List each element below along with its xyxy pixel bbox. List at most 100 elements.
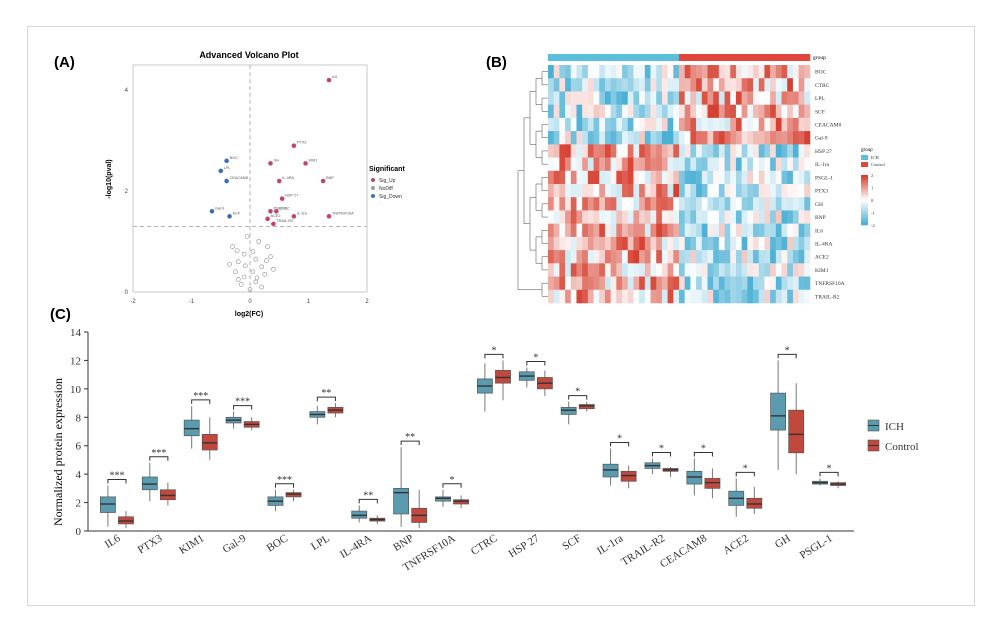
- heatmap-cell: [696, 91, 703, 105]
- heatmap-cell: [804, 236, 811, 251]
- heatmap-cell: [690, 131, 697, 145]
- heatmap-cell: [724, 236, 731, 251]
- heatmap-cell: [622, 117, 629, 132]
- heatmap-cell: [650, 65, 657, 79]
- heatmap-cell: [599, 210, 606, 224]
- heatmap-cell: [587, 289, 594, 304]
- heatmap-cell: [633, 236, 640, 251]
- heatmap-cell: [644, 276, 651, 291]
- heatmap-cell: [650, 78, 657, 92]
- heatmap-cell: [690, 223, 697, 238]
- heatmap-cell: [559, 210, 566, 224]
- heatmap-cell: [644, 223, 651, 238]
- heatmap-cell: [792, 236, 799, 251]
- heatmap-cell: [616, 157, 623, 172]
- heatmap-cell: [661, 250, 668, 264]
- heatmap-cell: [644, 91, 651, 105]
- heatmap-cell: [639, 276, 646, 291]
- heatmap-cell: [593, 144, 600, 158]
- heatmap-cell: [587, 236, 594, 251]
- heatmap-cell: [690, 276, 697, 291]
- heatmap-cell: [553, 104, 560, 119]
- volcano-point-nodiff: [241, 274, 247, 280]
- volcano-point-nodiff: [250, 269, 256, 275]
- volcano-point-up: [268, 161, 273, 166]
- heatmap-cell: [627, 157, 634, 172]
- significance-bracket: [484, 353, 504, 359]
- heatmap-cell: [775, 263, 782, 277]
- heatmap-cell: [570, 117, 577, 132]
- heatmap-cell: [775, 210, 782, 224]
- heatmap-cell: [747, 144, 754, 158]
- heatmap-cell: [753, 131, 760, 145]
- box-x-tick-label: SCF: [560, 532, 583, 553]
- heatmap-cell: [758, 65, 765, 79]
- heatmap-group-cell: [747, 54, 754, 61]
- heatmap-cell: [673, 184, 680, 198]
- heatmap-cell: [718, 170, 725, 185]
- heatmap-row-label: GH: [815, 202, 823, 208]
- heatmap-cell: [587, 91, 594, 105]
- heatmap-cell: [565, 263, 572, 277]
- heatmap-cell: [593, 78, 600, 92]
- heatmap-cell: [684, 276, 691, 291]
- heatmap-cell: [559, 78, 566, 92]
- heatmap-cell: [548, 131, 554, 145]
- heatmap-cell: [735, 65, 742, 79]
- heatmap-scale-cell: [861, 200, 868, 203]
- heatmap-cell: [559, 131, 566, 145]
- heatmap-cell: [696, 78, 703, 92]
- volcano-point-nodiff: [259, 284, 264, 290]
- heatmap-cell: [576, 104, 583, 119]
- heatmap-cell: [718, 236, 725, 251]
- heatmap-cell: [747, 250, 754, 264]
- heatmap-cell: [684, 250, 691, 264]
- heatmap-cell: [570, 65, 577, 79]
- heatmap-cell: [639, 250, 646, 264]
- heatmap-cell: [604, 91, 611, 105]
- heatmap-cell: [713, 210, 720, 224]
- heatmap-cell: [804, 117, 811, 132]
- heatmap-cell: [758, 263, 765, 277]
- heatmap-cell: [747, 170, 754, 185]
- heatmap-cell: [661, 104, 668, 119]
- heatmap-group-cell: [701, 54, 708, 61]
- heatmap-cell: [701, 276, 708, 291]
- box-x-tick-label: BOC: [265, 532, 291, 554]
- volcano-point-nodiff: [253, 279, 259, 285]
- heatmap-cell: [707, 144, 714, 158]
- heatmap-cell: [730, 276, 737, 291]
- box-control: [495, 370, 511, 384]
- heatmap-cell: [798, 157, 805, 172]
- heatmap-cell: [735, 104, 742, 119]
- heatmap-cell: [798, 65, 805, 79]
- heatmap-cell: [724, 289, 731, 304]
- heatmap-group-cell: [758, 54, 765, 61]
- heatmap-cell: [570, 276, 577, 291]
- heatmap-cell: [639, 65, 646, 79]
- heatmap-cell: [758, 157, 765, 172]
- heatmap-cell: [701, 197, 708, 211]
- heatmap-group-cell: [633, 54, 640, 61]
- heatmap-cell: [770, 131, 777, 145]
- heatmap-cell: [718, 104, 725, 119]
- volcano-point-up: [291, 214, 297, 219]
- significance-stars: *: [785, 345, 790, 356]
- significance-stars: *: [533, 353, 538, 364]
- heatmap-group-cell: [679, 54, 685, 61]
- heatmap-scale-cell: [861, 220, 868, 223]
- heatmap-cell: [582, 263, 589, 277]
- volcano-point-label: HSP 27: [285, 194, 298, 198]
- heatmap-cell: [718, 131, 725, 145]
- box-control: [788, 409, 805, 454]
- heatmap-row-label: BNP: [815, 215, 826, 221]
- heatmap-cell: [582, 104, 589, 119]
- heatmap-cell: [775, 250, 782, 264]
- heatmap-cell: [730, 223, 737, 238]
- heatmap-cell: [610, 276, 617, 291]
- heatmap-cell: [735, 131, 742, 145]
- heatmap-cell: [718, 223, 725, 238]
- heatmap-cell: [718, 157, 725, 172]
- heatmap-cell: [553, 250, 560, 264]
- heatmap-cell: [781, 117, 788, 132]
